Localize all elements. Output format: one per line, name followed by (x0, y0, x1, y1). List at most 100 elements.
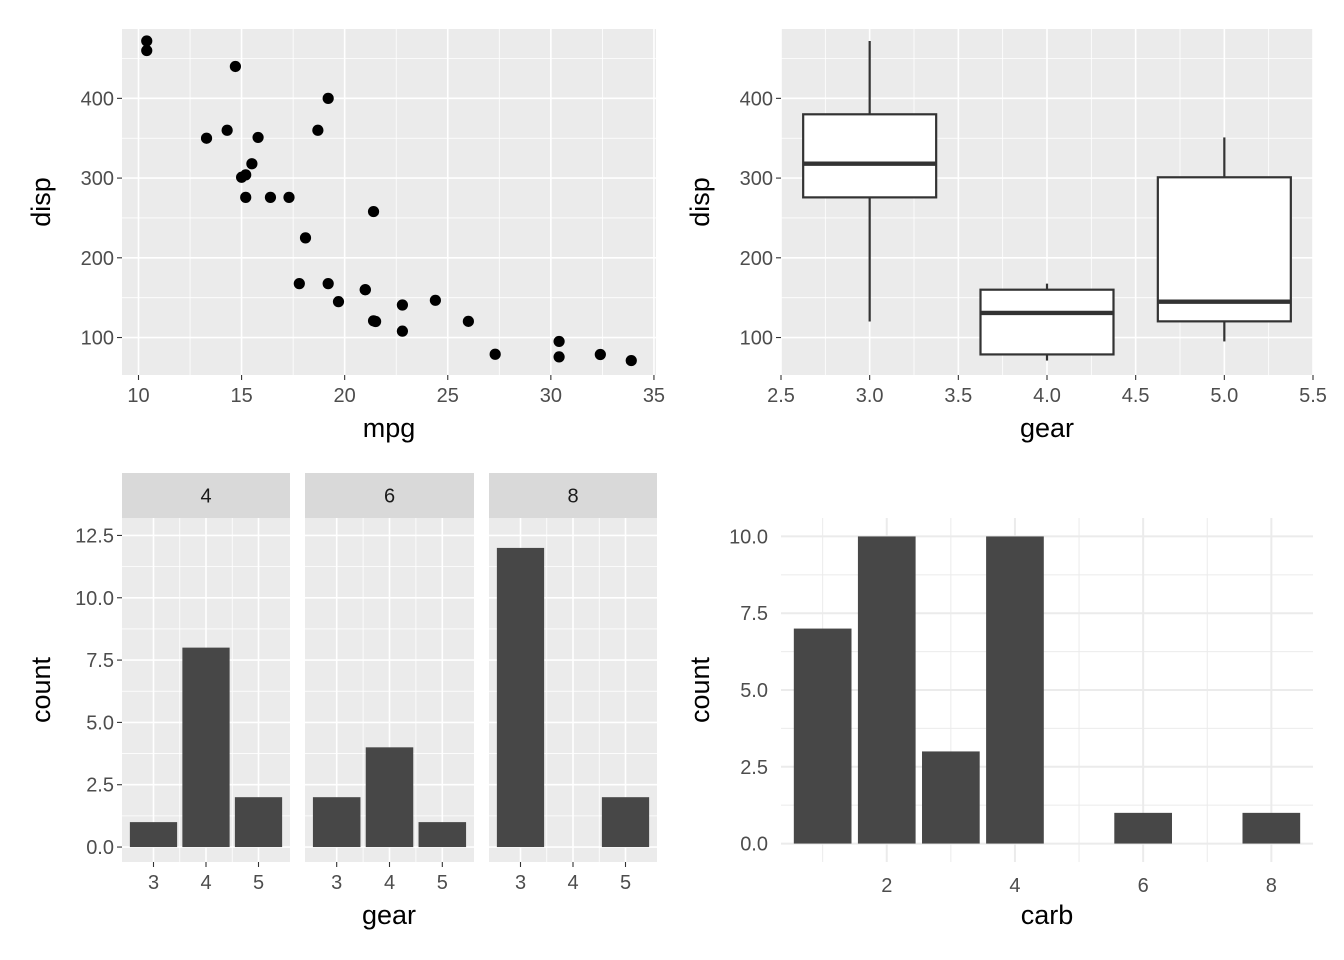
y-tick-label: 2.5 (86, 775, 114, 797)
data-point (322, 278, 334, 290)
data-point (625, 354, 637, 367)
data-point (553, 335, 565, 348)
bar (1242, 812, 1301, 844)
data-point (396, 325, 409, 337)
x-tick-label: 5.0 (1210, 385, 1238, 407)
x-tick-label: 4 (200, 872, 211, 894)
bar (129, 822, 178, 848)
x-tick-label: 2.5 (767, 385, 795, 407)
x-tick-label: 4 (1009, 875, 1020, 897)
box (802, 113, 938, 199)
x-axis-title: mpg (363, 413, 416, 443)
y-tick-label: 5.0 (86, 712, 114, 734)
y-tick-label: 400 (81, 88, 114, 110)
y-tick-label: 400 (740, 88, 773, 110)
box-plot: 100 200 300 400 2.5 3.0 3.5 4.0 4.5 5.0 5.5 gear dis… (685, 29, 1327, 443)
x-tick-label: 3 (331, 872, 342, 894)
y-tick-label: 300 (81, 168, 114, 190)
data-point (235, 171, 248, 183)
y-tick-label: 2.5 (740, 757, 768, 779)
y-tick-label: 10.0 (75, 588, 114, 610)
data-point (367, 205, 380, 218)
bar (418, 822, 467, 848)
x-tick-label: 4 (567, 872, 578, 894)
y-tick-label: 5.0 (740, 680, 768, 702)
bar (601, 797, 650, 848)
x-tick-label: 4.5 (1122, 385, 1150, 407)
x-tick-label: 3.5 (944, 385, 972, 407)
y-tick-label: 7.5 (740, 603, 768, 625)
box (979, 288, 1115, 356)
x-tick-label: 4.0 (1033, 385, 1061, 407)
x-tick-label: 3.0 (856, 385, 884, 407)
bar (986, 536, 1044, 844)
y-tick-label: 300 (740, 168, 773, 190)
y-tick-label: 12.5 (75, 525, 114, 547)
x-tick-label: 4 (384, 872, 395, 894)
x-tick-label: 30 (540, 385, 562, 407)
data-point (293, 278, 305, 290)
bar (234, 797, 283, 848)
data-point (283, 191, 295, 203)
x-tick-label: 10 (127, 385, 149, 407)
bar (496, 547, 545, 848)
data-point (462, 315, 474, 327)
y-axis-title: count (26, 656, 56, 723)
data-point (264, 191, 277, 203)
data-point (332, 296, 345, 308)
facet-strip (305, 473, 474, 518)
x-tick-label: 35 (643, 385, 665, 407)
x-tick-label: 8 (1266, 875, 1277, 897)
x-tick-label: 5 (253, 872, 264, 894)
x-axis-title: carb (1021, 900, 1074, 930)
y-tick-label: 100 (740, 328, 773, 350)
y-tick-label: 200 (81, 248, 114, 270)
x-tick-label: 20 (334, 385, 356, 407)
y-axis-title: disp (26, 177, 56, 227)
data-point (594, 348, 606, 361)
panel-background (122, 29, 656, 375)
data-point (141, 35, 153, 47)
y-tick-label: 100 (81, 328, 114, 350)
data-point (299, 232, 312, 244)
x-tick-label: 5 (620, 872, 631, 894)
data-point (240, 191, 252, 203)
data-point (396, 299, 409, 311)
facet-strip-label: 8 (567, 486, 578, 508)
bar (793, 628, 852, 844)
facet-strip-label: 6 (384, 486, 395, 508)
faceted-bar-plot: 4 3 4 5 6 3 4 5 8 3 4 5 0.0 2.5 5.0 7.5 10.0 12.5 gear coun… (26, 473, 657, 930)
data-point (221, 124, 233, 136)
x-tick-label: 2 (881, 875, 892, 897)
x-tick-label: 5.5 (1299, 385, 1327, 407)
bar (365, 747, 414, 848)
carb-bar-plot: 0.0 2.5 5.0 7.5 10.0 2 4 6 8 carb count (685, 518, 1313, 930)
data-point (489, 348, 501, 360)
x-tick-label: 3 (515, 872, 526, 894)
y-tick-label: 200 (740, 248, 773, 270)
bar (182, 647, 230, 848)
data-point (322, 92, 334, 104)
data-point (359, 284, 371, 296)
data-point (429, 294, 441, 306)
x-tick-label: 6 (1138, 875, 1149, 897)
y-tick-label: 7.5 (86, 650, 114, 672)
bar (312, 797, 361, 848)
scatter-plot: 100 200 300 400 10 15 20 25 30 35 mpg disp (26, 29, 665, 443)
data-point (367, 315, 380, 327)
box (1156, 176, 1292, 323)
data-point (200, 132, 213, 144)
bar (1114, 812, 1172, 844)
x-tick-label: 15 (230, 385, 252, 407)
x-axis-title: gear (1020, 413, 1074, 443)
facet-strip (122, 473, 290, 518)
x-tick-label: 5 (437, 872, 448, 894)
data-point (553, 351, 565, 363)
data-point (252, 131, 264, 144)
y-tick-label: 10.0 (729, 526, 768, 548)
data-point (141, 44, 153, 57)
bar (857, 536, 916, 844)
y-axis-title: count (685, 656, 715, 723)
data-point (229, 60, 241, 73)
